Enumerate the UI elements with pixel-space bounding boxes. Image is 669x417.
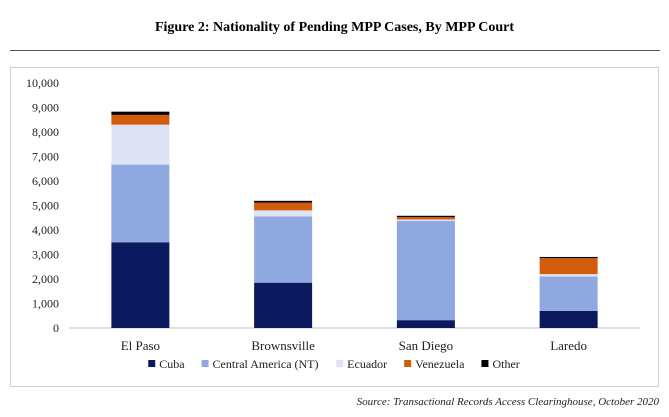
y-tick-label: 5,000 [32, 199, 59, 213]
stacked-bar-chart: 0 1,000 2,000 3,000 4,000 5,000 6,000 7,000 8,00… [26, 76, 640, 371]
source-note: Source: Transactional Records Access Cle… [356, 396, 659, 408]
bar-segment-cuba [254, 282, 313, 328]
bar-segment-venezuela [396, 217, 455, 220]
legend-swatch [404, 360, 412, 367]
legend-label: Central America (NT) [213, 357, 319, 371]
title-divider [10, 50, 660, 51]
x-category-label: Brownsville [251, 338, 315, 353]
legend-swatch [201, 360, 209, 367]
bar-segment-cuba [539, 310, 598, 328]
legend-label: Other [492, 357, 519, 371]
legend-label: Ecuador [347, 357, 387, 371]
legend-label: Venezuela [415, 357, 465, 371]
bar-segment-ecuador [254, 210, 313, 217]
y-tick-label: 2,000 [32, 272, 59, 286]
bar-segment-central-america-nt [111, 164, 170, 243]
figure-title: Figure 2: Nationality of Pending MPP Cas… [154, 20, 515, 35]
bar-segment-central-america-nt [396, 220, 455, 321]
y-tick-label: 3,000 [32, 248, 59, 262]
bar-segment-ecuador [111, 124, 170, 165]
legend-swatch [148, 360, 156, 367]
bar-segment-other [254, 200, 313, 203]
y-tick-label: 4,000 [32, 223, 59, 237]
legend-swatch [481, 360, 489, 367]
bar-segment-venezuela [539, 258, 598, 275]
bar-segment-ecuador [396, 219, 455, 221]
bar-segment-venezuela [111, 114, 170, 125]
bar-segment-other [396, 215, 455, 218]
bar-segment-central-america-nt [254, 216, 313, 283]
y-tick-label: 1,000 [32, 297, 59, 311]
y-tick-label: 6,000 [32, 174, 59, 188]
chart-frame: 0 1,000 2,000 3,000 4,000 5,000 6,000 7,000 8,00… [10, 67, 659, 387]
bar-segment-other [111, 111, 170, 115]
x-category-label: San Diego [399, 338, 454, 353]
bar-segment-ecuador [539, 274, 598, 277]
legend-swatch [336, 360, 344, 367]
x-category-label: Laredo [550, 338, 587, 353]
bar-segment-cuba [396, 320, 455, 328]
y-tick-label: 8,000 [32, 125, 59, 139]
y-tick-label: 7,000 [32, 150, 59, 164]
x-category-label: El Paso [121, 338, 160, 353]
bar-segment-other [539, 256, 598, 259]
bar-segment-cuba [111, 242, 170, 328]
bar-segment-venezuela [254, 202, 313, 211]
y-tick-label: 9,000 [32, 101, 59, 115]
bar-segment-central-america-nt [539, 276, 598, 311]
y-tick-label: 0 [53, 321, 59, 335]
y-tick-label: 10,000 [26, 76, 59, 90]
legend-label: Cuba [159, 357, 185, 371]
